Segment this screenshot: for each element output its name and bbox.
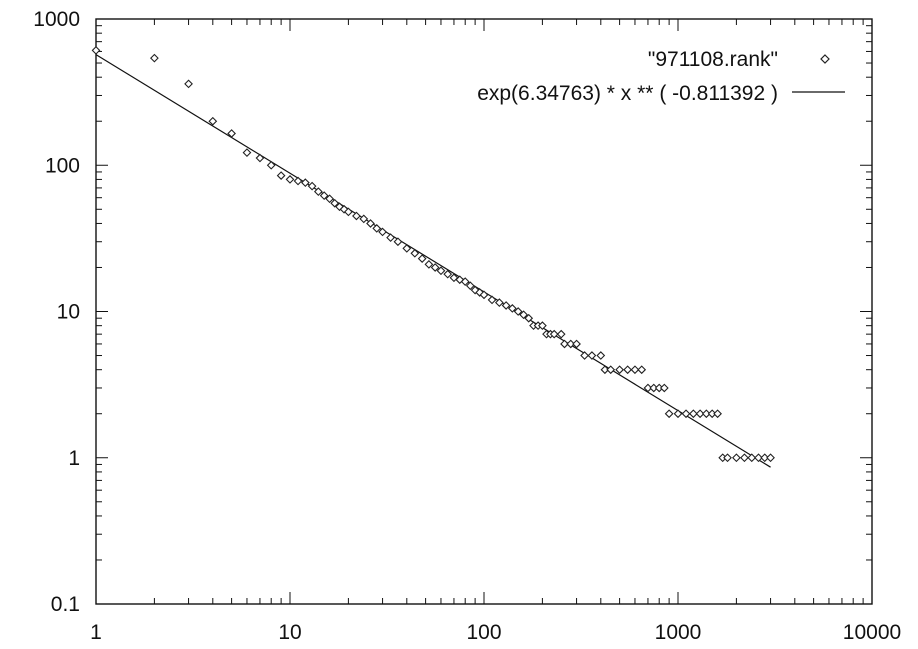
y-tick-label: 100 xyxy=(45,154,80,177)
legend-marker-diamond xyxy=(820,54,830,64)
data-point xyxy=(501,301,511,310)
data-point xyxy=(659,383,669,393)
data-point xyxy=(688,409,698,419)
data-point xyxy=(587,351,597,360)
x-tick-label: 10 xyxy=(278,621,301,644)
data-point xyxy=(335,202,344,212)
data-point xyxy=(330,198,340,208)
data-point xyxy=(664,409,674,419)
data-point xyxy=(538,321,547,331)
data-point xyxy=(436,266,446,276)
data-point xyxy=(747,453,757,463)
data-point xyxy=(732,453,741,463)
data-point xyxy=(766,453,775,463)
data-point xyxy=(673,409,683,419)
y-tick-label: 0.1 xyxy=(51,593,80,616)
data-point xyxy=(417,254,427,263)
data-point xyxy=(300,178,310,188)
data-point xyxy=(637,365,647,375)
data-point xyxy=(494,298,504,308)
data-point xyxy=(630,365,640,375)
data-point xyxy=(255,153,265,163)
data-point xyxy=(623,365,633,375)
data-point xyxy=(701,409,711,419)
y-tick-label: 1 xyxy=(68,447,80,470)
data-point xyxy=(455,275,465,285)
data-point xyxy=(91,46,101,55)
data-point xyxy=(643,383,653,393)
x-tick-label: 10000 xyxy=(843,621,901,644)
data-point xyxy=(339,204,349,214)
data-point xyxy=(549,329,559,339)
x-tick-label: 1 xyxy=(90,621,102,644)
x-tick-label: 1000 xyxy=(655,621,702,644)
data-point xyxy=(150,53,159,63)
y-tick-label: 1000 xyxy=(33,8,80,31)
legend: "971108.rank" exp(6.34763) * x ** ( -0.8… xyxy=(477,48,845,105)
data-point xyxy=(487,295,497,305)
data-point xyxy=(386,233,395,242)
data-point xyxy=(319,191,329,200)
data-point xyxy=(443,269,453,279)
data-point xyxy=(293,176,303,186)
data-point xyxy=(424,259,434,269)
data-point xyxy=(366,219,375,228)
y-tick-label: 10 xyxy=(57,301,80,324)
data-point xyxy=(600,365,610,375)
data-point xyxy=(754,453,763,463)
data-point xyxy=(325,194,334,204)
data-point xyxy=(507,304,517,313)
data-point xyxy=(513,307,523,316)
data-point xyxy=(723,453,732,463)
data-point xyxy=(606,365,616,375)
data-point xyxy=(556,329,566,339)
data-point xyxy=(313,187,323,197)
data-point xyxy=(470,285,480,295)
data-point xyxy=(344,207,353,217)
data-point xyxy=(352,211,361,221)
data-point xyxy=(449,273,459,283)
data-point xyxy=(208,116,218,126)
fit-line-layer xyxy=(95,54,771,468)
x-axis: 1 10 100 1000 10000 xyxy=(90,19,901,644)
data-point xyxy=(410,248,420,258)
data-point xyxy=(227,129,236,138)
data-point xyxy=(266,160,276,170)
y-axis: 0.1 1 10 100 1000 xyxy=(33,8,872,616)
data-point xyxy=(465,281,475,291)
data-point xyxy=(572,339,581,349)
data-point xyxy=(479,290,489,300)
data-point xyxy=(615,365,624,375)
x-tick-label: 100 xyxy=(466,621,501,644)
fit-line xyxy=(95,54,771,468)
data-point xyxy=(566,339,576,349)
data-point xyxy=(524,313,534,323)
data-point xyxy=(596,351,606,360)
data-point xyxy=(580,351,589,360)
legend-label-rank: "971108.rank" xyxy=(648,48,778,71)
data-point xyxy=(393,237,403,247)
data-points xyxy=(91,46,775,463)
data-point xyxy=(430,263,440,272)
data-point xyxy=(359,214,369,224)
data-point xyxy=(695,409,705,419)
data-point xyxy=(460,277,470,287)
data-point xyxy=(378,227,387,237)
data-point xyxy=(242,148,252,157)
legend-label-fit: exp(6.34763) * x ** ( -0.811392 ) xyxy=(477,82,778,105)
data-point xyxy=(713,409,722,419)
data-point xyxy=(519,310,528,320)
data-point xyxy=(276,171,286,180)
data-point xyxy=(184,79,193,89)
data-point xyxy=(760,453,770,463)
data-point xyxy=(402,244,412,253)
data-point xyxy=(681,409,691,419)
data-point xyxy=(285,175,295,184)
data-point xyxy=(372,224,382,233)
data-point xyxy=(560,339,569,349)
data-point xyxy=(307,181,317,191)
data-point xyxy=(740,453,749,463)
